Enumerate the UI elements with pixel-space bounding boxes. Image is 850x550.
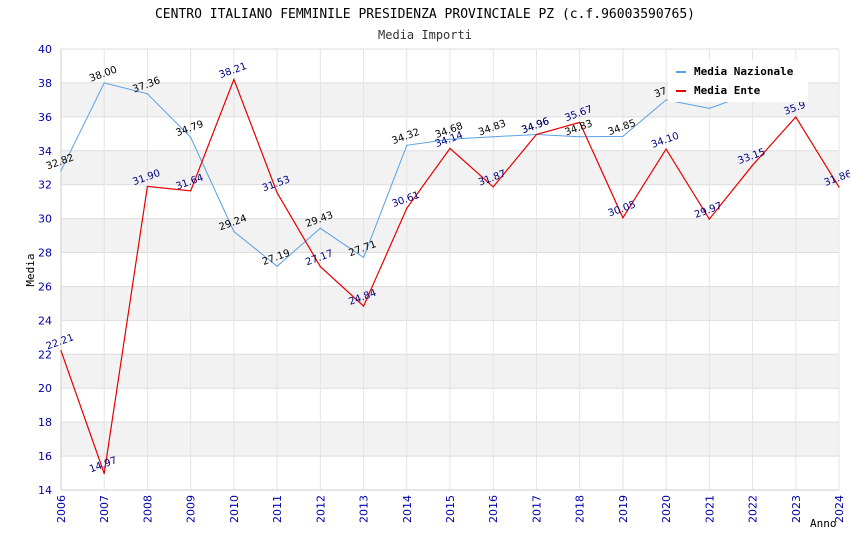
point-nazionale <box>362 256 365 259</box>
data-label-nazionale: 34.85 <box>607 118 638 138</box>
point-ente <box>362 305 365 307</box>
x-tick-label: 2023 <box>790 495 803 523</box>
data-label-ente: 34.10 <box>650 131 681 151</box>
point-nazionale <box>708 107 710 109</box>
point-ente <box>190 190 192 192</box>
point-nazionale <box>492 136 494 138</box>
data-label-ente: 30.61 <box>391 190 422 210</box>
point-ente <box>622 217 624 219</box>
x-tick-label: 2014 <box>401 495 414 523</box>
data-label-nazionale: 34.83 <box>477 118 508 138</box>
y-axis-label: Media <box>24 253 37 286</box>
x-tick-label: 2011 <box>271 495 284 523</box>
point-ente <box>449 147 451 149</box>
point-nazionale <box>665 99 667 101</box>
x-tick-label: 2021 <box>703 495 716 523</box>
x-tick-label: 2008 <box>141 495 154 523</box>
point-ente <box>795 116 797 118</box>
point-nazionale <box>190 136 192 138</box>
point-nazionale <box>406 144 408 146</box>
x-tick-label: 2020 <box>660 495 673 523</box>
x-tick-label: 2015 <box>444 495 457 523</box>
y-tick-label: 40 <box>38 43 52 56</box>
point-nazionale <box>60 170 62 172</box>
x-tick-label: 2022 <box>747 495 760 523</box>
point-ente <box>103 472 105 475</box>
point-ente <box>233 78 235 80</box>
y-tick-label: 16 <box>38 450 52 463</box>
x-tick-label: 2012 <box>314 495 327 523</box>
point-ente <box>492 186 494 188</box>
y-tick-label: 20 <box>38 382 52 395</box>
data-labels: 32.8238.0037.3634.7929.2427.1929.4327.71… <box>45 61 850 475</box>
x-axis-label: Anno <box>810 517 837 530</box>
x-tick-label: 2013 <box>358 495 371 523</box>
y-tick-label: 14 <box>38 484 52 497</box>
point-ente <box>146 185 149 187</box>
point-ente <box>838 186 840 188</box>
chart-title: CENTRO ITALIANO FEMMINILE PRESIDENZA PRO… <box>155 7 695 22</box>
legend-label-nazionale: Media Nazionale <box>694 65 794 78</box>
y-tick-label: 22 <box>38 348 52 361</box>
x-tick-labels: 2006 2007 2008 2009 2010 2011 2012 2013 2014 2015… <box>55 495 846 523</box>
point-ente <box>535 133 538 136</box>
y-tick-label: 38 <box>38 77 52 90</box>
x-tick-label: 2018 <box>574 495 587 523</box>
grid-lines <box>60 48 840 491</box>
point-ente <box>751 164 754 166</box>
point-ente <box>276 192 278 194</box>
point-nazionale <box>146 93 149 95</box>
legend: Media Nazionale Media Ente <box>668 60 808 102</box>
point-nazionale <box>276 265 278 267</box>
x-tick-label: 2006 <box>55 495 68 523</box>
point-ente <box>406 207 408 209</box>
point-ente <box>665 148 667 150</box>
data-label-ente: 38.21 <box>218 61 249 81</box>
point-nazionale <box>233 230 235 233</box>
point-nazionale <box>579 136 581 138</box>
point-ente <box>579 121 581 124</box>
legend-background <box>668 60 808 102</box>
y-tick-labels: 14 16 18 20 22 24 26 28 30 32 34 36 38 40 <box>38 43 52 497</box>
y-tick-label: 30 <box>38 213 52 226</box>
x-tick-label: 2009 <box>185 495 198 523</box>
point-nazionale <box>449 138 451 140</box>
y-tick-label: 18 <box>38 416 52 429</box>
chart-subtitle: Media Importi <box>378 28 472 42</box>
point-ente <box>60 350 62 352</box>
data-label-ente: 34.96 <box>520 116 551 136</box>
x-tick-label: 2010 <box>228 495 241 523</box>
point-ente <box>319 266 321 268</box>
x-tick-label: 2016 <box>487 495 500 523</box>
point-nazionale <box>103 82 105 84</box>
y-tick-label: 28 <box>38 247 52 260</box>
data-label-nazionale: 38.00 <box>88 65 119 85</box>
y-tick-label: 26 <box>38 280 52 293</box>
y-tick-label: 24 <box>38 314 52 327</box>
x-tick-label: 2019 <box>617 495 630 523</box>
point-nazionale <box>622 135 624 137</box>
y-tick-label: 36 <box>38 111 52 124</box>
y-tick-label: 34 <box>38 145 52 158</box>
series-lines <box>60 77 840 475</box>
legend-label-ente: Media Ente <box>694 84 761 97</box>
point-nazionale <box>319 227 321 229</box>
data-label-ente: 22.21 <box>45 332 76 352</box>
x-tick-label: 2007 <box>98 495 111 523</box>
y-tick-label: 32 <box>38 179 52 192</box>
x-tick-label: 2017 <box>530 495 543 523</box>
point-ente <box>708 218 710 220</box>
x-tick-label: 2024 <box>833 495 846 523</box>
